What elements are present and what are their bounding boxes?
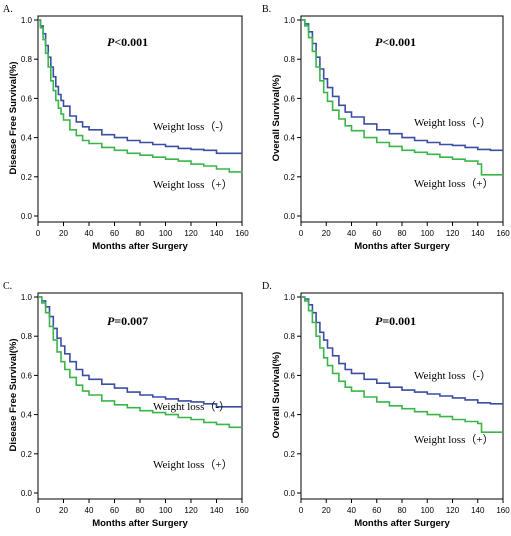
- x-tick-label: 0: [299, 229, 304, 238]
- y-tick-label: 0.2: [284, 450, 296, 459]
- x-tick-label: 100: [159, 229, 173, 238]
- y-tick-label: 0.0: [284, 489, 296, 498]
- x-tick-label: 80: [136, 229, 145, 238]
- series-weight-loss-plus-curve: [301, 296, 503, 433]
- x-tick-label: 0: [299, 506, 304, 515]
- x-tick-label: 100: [159, 506, 173, 515]
- chart-panel-2: B. 0.0 0.2 0.4 0.6 0.8 1.0 0 20 40 60 80 100 120 140 16…: [262, 4, 510, 252]
- x-tick-label: 140: [471, 506, 485, 515]
- series-label-weight-loss-minus: Weight loss（-）: [153, 120, 230, 133]
- p-value-label: P<0.001: [107, 35, 148, 49]
- panel-label: C.: [3, 281, 12, 292]
- x-tick-label: 120: [184, 229, 198, 238]
- panel-label: B.: [262, 4, 271, 15]
- series-label-weight-loss-minus: Weight loss（-）: [414, 116, 491, 129]
- y-tick-label: 0.6: [284, 94, 296, 103]
- x-tick-label: 20: [59, 506, 68, 515]
- x-tick-label: 140: [471, 229, 485, 238]
- y-tick-label: 0.0: [21, 212, 33, 221]
- y-tick-label: 0.0: [21, 489, 33, 498]
- x-tick-label: 20: [59, 229, 68, 238]
- x-tick-label: 160: [235, 506, 249, 515]
- x-tick-label: 40: [85, 229, 94, 238]
- y-tick-label: 0.6: [21, 371, 33, 380]
- x-tick-label: 20: [322, 229, 331, 238]
- x-tick-label: 140: [210, 229, 224, 238]
- chart-panel-3: C. 0.0 0.2 0.4 0.6 0.8 1.0 0 20 40 60 80 100 120 140 16…: [3, 281, 249, 529]
- x-tick-label: 40: [347, 506, 356, 515]
- x-axis-title: Months after Surgery: [354, 241, 450, 252]
- y-axis-title: Disease Free Survival(%): [8, 338, 19, 451]
- y-tick-label: 0.6: [21, 94, 33, 103]
- x-tick-label: 20: [322, 506, 331, 515]
- x-tick-label: 100: [421, 506, 435, 515]
- series-weight-loss-minus-curve: [38, 296, 242, 408]
- x-axis-title: Months after Surgery: [92, 241, 188, 252]
- p-value-label: P=0.001: [375, 314, 416, 328]
- series-weight-loss-plus-curve: [38, 296, 242, 429]
- x-tick-label: 160: [496, 229, 510, 238]
- y-tick-label: 1.0: [21, 293, 33, 302]
- y-tick-label: 0.4: [21, 411, 33, 420]
- series-weight-loss-plus-curve: [301, 19, 503, 176]
- y-axis-title: Overall Survival(%): [271, 75, 282, 162]
- p-value-label: P<0.001: [375, 35, 416, 49]
- x-tick-label: 120: [184, 506, 198, 515]
- series-weight-loss-minus-curve: [38, 19, 242, 155]
- series-label-weight-loss-minus: Weight loss（-）: [414, 369, 491, 382]
- series-weight-loss-minus-curve: [301, 296, 503, 405]
- series-label-weight-loss-minus: Weight loss（-）: [153, 400, 230, 413]
- x-tick-label: 80: [398, 229, 407, 238]
- x-tick-label: 140: [210, 506, 224, 515]
- x-tick-label: 40: [85, 506, 94, 515]
- y-tick-label: 0.8: [21, 55, 33, 64]
- x-tick-label: 60: [110, 229, 119, 238]
- x-tick-label: 0: [36, 506, 41, 515]
- y-tick-label: 0.4: [284, 134, 296, 143]
- series-label-weight-loss-plus: Weight loss（+）: [153, 458, 233, 471]
- x-tick-label: 0: [36, 229, 41, 238]
- y-tick-label: 0.2: [21, 450, 33, 459]
- series-weight-loss-minus-curve: [301, 19, 503, 152]
- y-tick-label: 1.0: [284, 293, 296, 302]
- series-weight-loss-plus-curve: [38, 19, 243, 173]
- x-tick-label: 160: [496, 506, 510, 515]
- x-tick-label: 160: [235, 229, 249, 238]
- p-value-label: P=0.007: [107, 314, 148, 328]
- x-tick-label: 80: [136, 506, 145, 515]
- series-label-weight-loss-plus: Weight loss（+）: [153, 178, 233, 191]
- x-axis-title: Months after Surgery: [92, 518, 188, 529]
- x-axis-title: Months after Surgery: [354, 518, 450, 529]
- y-tick-label: 0.6: [284, 371, 296, 380]
- y-tick-label: 0.2: [21, 173, 33, 182]
- panel-label: D.: [262, 281, 272, 292]
- series-label-weight-loss-plus: Weight loss（+）: [414, 433, 494, 446]
- chart-panel-1: A. 0.0 0.2 0.4 0.6 0.8 1.0 0 20 40 60 80 100 120 140 16…: [3, 4, 249, 252]
- x-tick-label: 60: [372, 229, 381, 238]
- x-tick-label: 120: [446, 229, 460, 238]
- y-tick-label: 0.8: [284, 332, 296, 341]
- y-tick-label: 0.4: [284, 411, 296, 420]
- y-tick-label: 0.4: [21, 134, 33, 143]
- y-tick-label: 0.8: [284, 55, 296, 64]
- y-axis-title: Disease Free Survival(%): [8, 61, 19, 174]
- y-axis-title: Overall Survival(%): [271, 352, 282, 439]
- y-tick-label: 0.0: [284, 212, 296, 221]
- chart-panel-4: D. 0.0 0.2 0.4 0.6 0.8 1.0 0 20 40 60 80 100 120 140 16…: [262, 281, 510, 529]
- x-tick-label: 120: [446, 506, 460, 515]
- y-tick-label: 1.0: [284, 16, 296, 25]
- x-tick-label: 40: [347, 229, 356, 238]
- x-tick-label: 60: [110, 506, 119, 515]
- panel-label: A.: [3, 4, 13, 15]
- y-tick-label: 1.0: [21, 16, 33, 25]
- x-tick-label: 60: [372, 506, 381, 515]
- series-label-weight-loss-plus: Weight loss（+）: [414, 177, 494, 190]
- y-tick-label: 0.8: [21, 332, 33, 341]
- x-tick-label: 100: [421, 229, 435, 238]
- x-tick-label: 80: [398, 506, 407, 515]
- y-tick-label: 0.2: [284, 173, 296, 182]
